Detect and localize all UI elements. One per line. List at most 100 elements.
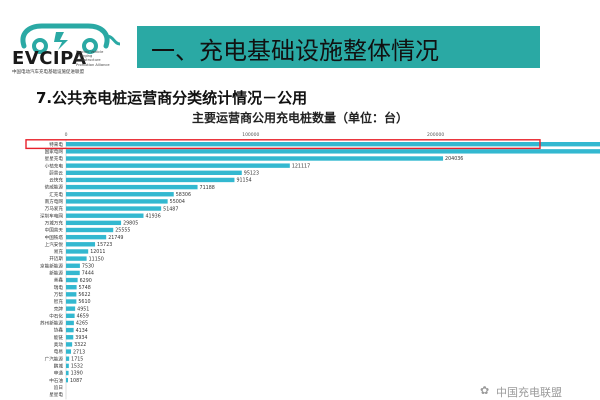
value-label: 121117 — [292, 163, 310, 169]
bar — [66, 370, 69, 376]
bar — [66, 285, 77, 290]
bar — [66, 249, 89, 254]
category-label: 鹏城 — [54, 362, 64, 369]
bar — [66, 313, 75, 318]
bar — [66, 206, 162, 211]
bar — [66, 199, 168, 204]
highlight-box — [25, 139, 541, 150]
value-label: 3934 — [75, 335, 87, 341]
bar — [66, 156, 444, 161]
bar — [66, 320, 74, 326]
logo-wordmark: EVCIPA — [12, 48, 87, 69]
bar — [66, 349, 72, 354]
logo-english-name: Electric Vehicle Charging Infrastructure… — [76, 50, 110, 67]
value-label: 91154 — [236, 178, 251, 184]
bar — [66, 170, 242, 175]
category-label: 万帮 — [54, 291, 64, 298]
category-label: 中国普天 — [45, 227, 64, 234]
chart-title: 主要运营商公用充电桩数量（单位：台） — [191, 111, 408, 125]
value-label: 21749 — [108, 235, 123, 241]
x-tick-label: 100000 — [242, 132, 259, 138]
section-subtitle: 7.公共充电桩运营商分类统计情况－公用 — [36, 89, 308, 107]
bar — [66, 242, 96, 247]
category-label: 蔚景云 — [49, 169, 63, 176]
category-label: 汇充电 — [49, 191, 63, 198]
bar — [66, 263, 80, 268]
bar — [66, 184, 198, 190]
bar — [66, 234, 107, 240]
value-label: 4265 — [76, 321, 88, 327]
bar — [66, 342, 73, 347]
car-plug-icon — [20, 23, 121, 54]
category-label: 美鑫 — [54, 277, 64, 284]
wechat-icon: ✿ — [480, 384, 490, 397]
value-label: 12011 — [90, 249, 105, 255]
value-label: 5610 — [78, 299, 90, 305]
bar — [66, 363, 69, 369]
bar — [66, 299, 77, 304]
bar — [66, 377, 69, 383]
value-label: 95123 — [244, 171, 259, 177]
bar — [66, 335, 74, 340]
value-label: 25555 — [115, 228, 130, 234]
bar — [66, 327, 74, 333]
category-label: 京能新能源 — [40, 262, 63, 269]
value-label: 3322 — [74, 342, 86, 348]
value-label: 4951 — [77, 306, 89, 312]
slide-header: EVCIPA Electric Vehicle Charging Infrast… — [0, 0, 600, 80]
value-label: 11150 — [89, 256, 104, 262]
category-label: 上汽安悦 — [45, 241, 64, 248]
bar — [66, 192, 174, 197]
category-label: 智充 — [54, 298, 64, 305]
bar — [66, 213, 144, 218]
bar — [66, 277, 78, 283]
category-label: 开迈斯 — [49, 255, 63, 262]
value-label: 4659 — [77, 314, 89, 320]
category-label: 苏州新能源 — [40, 320, 63, 327]
category-label: 云快充 — [49, 177, 63, 184]
category-label: 新能源 — [49, 270, 63, 277]
category-label: 奥动 — [54, 341, 64, 348]
category-label: 星星电 — [49, 391, 63, 398]
category-label: 星星充电 — [45, 155, 64, 162]
evcipa-logo: EVCIPA Electric Vehicle Charging Infrast… — [10, 14, 128, 78]
category-label: 易充 — [54, 248, 64, 255]
value-label: 5622 — [78, 292, 90, 298]
bar — [66, 270, 80, 276]
category-label: 万马爱充 — [45, 205, 64, 212]
value-label: 5748 — [79, 285, 91, 291]
category-label: 协鑫 — [54, 327, 64, 334]
bar — [66, 227, 114, 233]
value-label: 1532 — [71, 364, 83, 370]
slide-title: 一、充电基础设施整体情况 — [151, 37, 439, 65]
bar — [66, 177, 235, 183]
category-label: 小桔充电 — [45, 162, 64, 169]
value-label: 1087 — [70, 378, 82, 384]
x-tick-label: 200000 — [427, 132, 444, 138]
watermark-text: 中国充电联盟 — [496, 386, 562, 399]
category-label: 电易 — [54, 348, 64, 355]
value-label: 55004 — [170, 199, 185, 205]
value-label: 6290 — [80, 278, 92, 284]
category-label: 能链 — [54, 334, 64, 341]
category-label: 中石化 — [49, 312, 63, 319]
category-label: 特来电 — [49, 141, 63, 148]
category-label: 深圳车电网 — [40, 212, 63, 219]
value-label: 15723 — [97, 242, 112, 248]
bar — [66, 356, 70, 361]
value-label: 1390 — [71, 371, 83, 377]
category-label: 中国铁塔 — [45, 234, 64, 241]
category-label: 申通 — [54, 370, 64, 377]
value-label: 204036 — [445, 156, 463, 162]
value-label: 7444 — [82, 271, 94, 277]
value-label: 4134 — [76, 328, 88, 334]
bar — [66, 220, 122, 226]
value-label: 1715 — [71, 356, 83, 362]
title-bar: 一、充电基础设施整体情况 — [137, 26, 540, 68]
value-label: 51487 — [163, 206, 178, 212]
category-label: 壳牌 — [54, 305, 64, 312]
value-label: 58306 — [176, 192, 191, 198]
value-label: 41936 — [145, 213, 160, 219]
category-label: 国家电网 — [45, 148, 64, 155]
logo-chinese-name: 中国电动汽车充电基础设施促进联盟 — [12, 70, 84, 75]
